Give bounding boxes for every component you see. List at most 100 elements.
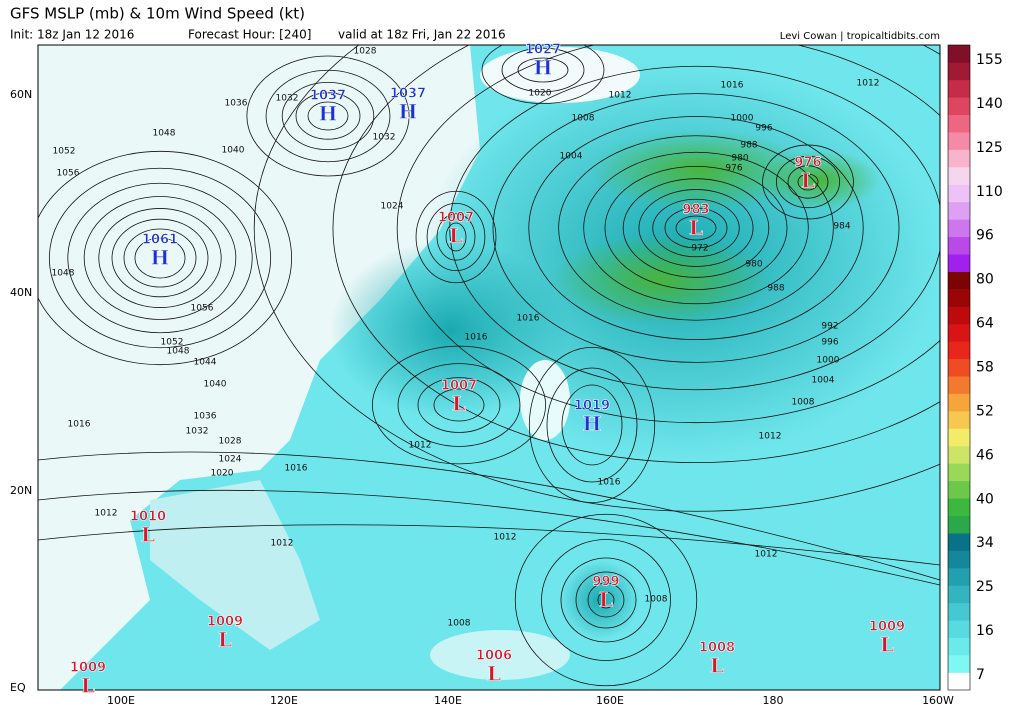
center-symbol: L: [880, 633, 894, 657]
isobar: [604, 165, 788, 291]
isobar-label: 1012: [609, 91, 632, 101]
isobar-label: 1004: [812, 376, 835, 386]
isobar: [560, 557, 652, 643]
isobar: [123, 228, 197, 288]
center-symbol: L: [689, 216, 703, 240]
isobar: [638, 189, 754, 267]
colorbar-segment: [948, 567, 970, 586]
isobar-label: 1016: [721, 81, 744, 91]
center-value: 1019: [574, 399, 610, 414]
isobar-label: 1044: [194, 358, 217, 368]
isobar-label: 1032: [276, 94, 299, 104]
colorbar-segment: [948, 341, 970, 360]
isobar: [397, 363, 521, 447]
isobar-label: 1032: [186, 427, 209, 437]
isobar: [501, 47, 585, 93]
colorbar-segment: [948, 79, 970, 98]
colorbar-segment: [948, 271, 970, 290]
isobar: [295, 92, 361, 140]
isobar: [762, 144, 854, 220]
colorbar-tick: 46: [976, 447, 994, 463]
isobar-label: 1016: [465, 333, 488, 343]
colorbar-segment: [948, 620, 970, 639]
colorbar-segment: [948, 672, 970, 691]
isobar-label: 1028: [219, 437, 242, 447]
lon-label: 140E: [434, 694, 462, 707]
center-value: 1061: [142, 233, 178, 248]
isobar-label: 1012: [409, 441, 432, 451]
colorbar-tick: 96: [976, 228, 994, 244]
colorbar-segment: [948, 201, 970, 220]
isobar-label: 976: [725, 164, 742, 174]
isobar-label: 1012: [494, 533, 517, 543]
colorbar-frame: [947, 44, 971, 691]
colorbar-segment: [948, 97, 970, 116]
isobar-label: 984: [833, 222, 850, 232]
center-value: 1009: [207, 615, 243, 630]
isobar: [396, 45, 940, 424]
colorbar-tick: 110: [976, 184, 1003, 200]
isobar: [426, 202, 486, 272]
colorbar-segment: [948, 62, 970, 81]
colorbar-segment: [948, 167, 970, 185]
colorbar-segment: [948, 463, 970, 482]
isobar: [787, 165, 829, 199]
lon-label: 100E: [107, 694, 135, 707]
center-symbol: L: [218, 628, 232, 652]
colorbar-segment: [948, 637, 970, 656]
isobar-label: 1048: [52, 269, 75, 279]
colorbar-segment: [948, 515, 970, 534]
center-value: 999: [592, 575, 619, 590]
center-value: 1037: [390, 87, 426, 102]
isobar-label: 1032: [373, 133, 396, 143]
center-symbol: L: [449, 224, 463, 248]
credit: Levi Cowan | tropicaltidbits.com: [780, 31, 940, 42]
colorbar-segment: [948, 306, 970, 325]
isobar: [449, 65, 940, 391]
isobar: [776, 155, 841, 209]
isobar: [281, 81, 375, 151]
isobar-label: 980: [731, 154, 748, 164]
colorbar-segment: [948, 550, 970, 569]
center-value: 1007: [441, 379, 477, 394]
colorbar-segment: [948, 533, 970, 551]
colorbar-segment: [948, 236, 970, 255]
center-symbol: H: [319, 102, 338, 126]
isobar: [675, 215, 717, 241]
isobar-label: 1004: [560, 152, 583, 162]
isobar-label: 1000: [731, 114, 754, 124]
colorbar-segment: [948, 445, 970, 464]
lon-label: 120E: [270, 694, 298, 707]
center-symbol: H: [399, 100, 418, 124]
isobar: [38, 150, 292, 366]
center-symbol: H: [151, 246, 170, 270]
center-symbol: L: [599, 588, 613, 612]
isobar: [528, 116, 864, 340]
isobar: [622, 178, 770, 278]
colorbar-segment: [948, 602, 970, 621]
colorbar-segment: [948, 254, 970, 272]
center-value: 983: [682, 203, 709, 218]
isobar: [83, 196, 237, 320]
colorbar-segment: [948, 411, 970, 429]
isobar-label: 1028: [354, 47, 377, 57]
isobar: [517, 57, 569, 83]
colorbar-tick: 64: [976, 316, 994, 332]
isobar-label: 1008: [645, 595, 668, 605]
colorbar-segment: [948, 289, 970, 307]
forecast-hour: Forecast Hour: [240]: [188, 28, 311, 42]
center-value: 1037: [310, 89, 346, 104]
lat-label: 20N: [10, 484, 32, 497]
isobar-label: 992: [821, 322, 838, 332]
colorbar-tick: 16: [976, 623, 994, 639]
isobar-label: 1012: [755, 550, 778, 560]
isobar-label: 1024: [219, 455, 242, 465]
lat-label: 40N: [10, 286, 32, 299]
isobar-label: 1016: [517, 314, 540, 324]
map-field: [38, 45, 940, 690]
isobar: [583, 151, 809, 305]
isobar: [246, 55, 410, 177]
init: Init: 18z Jan 12 2016: [10, 28, 134, 42]
isobar-label: 1012: [857, 79, 880, 89]
isobar: [307, 101, 349, 131]
